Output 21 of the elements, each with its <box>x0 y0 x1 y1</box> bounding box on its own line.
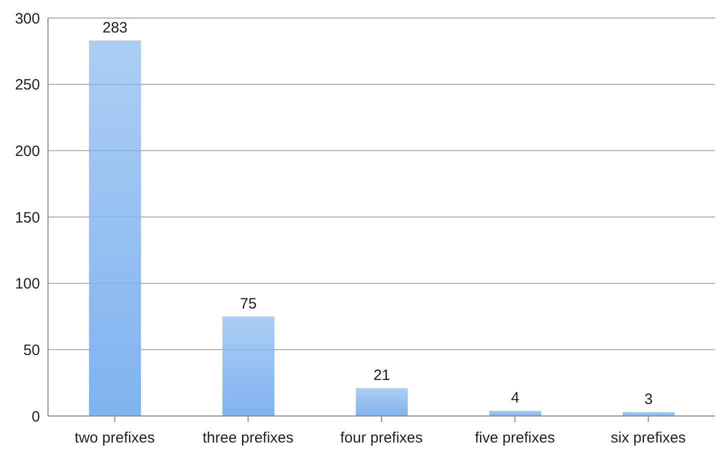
y-tick-label: 0 <box>32 408 40 426</box>
y-tick-label: 50 <box>23 342 40 359</box>
bar <box>489 410 542 416</box>
data-label: 4 <box>511 390 520 407</box>
data-label: 21 <box>373 367 390 384</box>
y-tick-label: 300 <box>14 10 40 28</box>
x-tick-label: five prefixes <box>474 430 555 447</box>
bar <box>222 316 274 416</box>
x-tick-label: two prefixes <box>74 430 155 447</box>
data-label: 3 <box>644 391 653 408</box>
x-tick-label: six prefixes <box>610 430 686 447</box>
bar <box>356 388 408 416</box>
x-tick-label: four prefixes <box>340 430 423 447</box>
bar <box>89 40 141 416</box>
data-label: 75 <box>240 296 257 312</box>
y-tick-label: 200 <box>14 142 40 160</box>
data-label: 283 <box>102 20 128 37</box>
x-tick-label: three prefixes <box>202 430 294 447</box>
y-tick-label: 100 <box>14 276 40 293</box>
y-tick-label: 250 <box>14 76 40 94</box>
y-tick-label: 150 <box>14 209 40 226</box>
